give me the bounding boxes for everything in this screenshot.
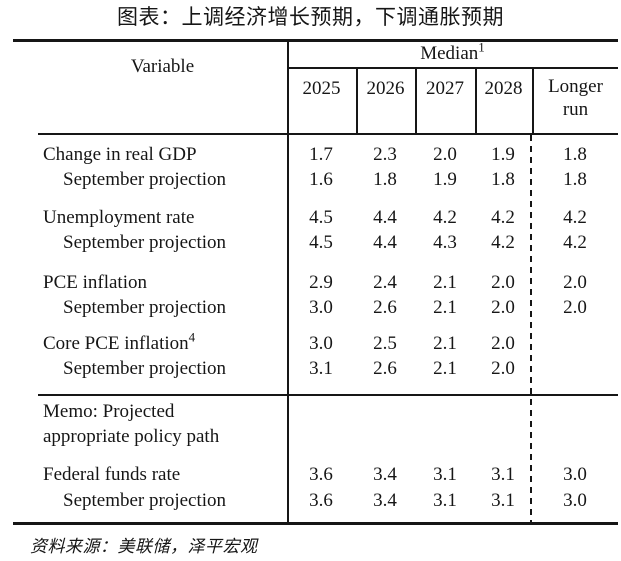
value-cell: 2.0 [563,297,587,318]
table-top-rule [13,39,618,42]
value-cell: 2.0 [491,272,515,293]
row-label: September projection [63,358,227,379]
value-cell: 4.2 [491,207,515,228]
row-label: Federal funds rate [43,464,181,485]
table-row: Federal funds rate 3.6 3.4 3.1 3.1 3.0 [0,464,621,486]
column-header-2026: 2026 [366,78,405,99]
value-cell: 1.8 [491,169,515,190]
value-cell: 1.7 [309,144,333,165]
value-cell: 4.4 [373,232,397,253]
value-cell: 3.6 [309,490,333,511]
value-cell: 3.0 [309,333,333,354]
value-cell: 3.6 [309,464,333,485]
table-bottom-rule [13,522,618,525]
value-cell: 1.8 [563,144,587,165]
value-cell: 3.0 [563,490,587,511]
memo-row-line1: Memo: Projected [0,401,621,423]
row-label: Core PCE inflation4 [43,329,196,354]
row-label: Change in real GDP [43,144,197,165]
value-cell: 4.2 [491,232,515,253]
year-divider-2028-longer [532,67,534,134]
table-row: Unemployment rate 4.5 4.4 4.2 4.2 4.2 [0,207,621,229]
value-cell: 3.1 [491,464,515,485]
table-row: September projection 3.6 3.4 3.1 3.1 3.0 [0,490,621,512]
value-cell: 1.6 [309,169,333,190]
longer-run-line1: Longer [548,76,603,97]
value-cell: 3.1 [491,490,515,511]
column-group-header-median: Median1 [287,39,618,65]
value-cell: 3.1 [433,490,457,511]
year-divider-2025-2026 [356,67,358,134]
core-pce-footnote-marker: 4 [188,329,196,345]
year-divider-2026-2027 [415,67,417,134]
value-cell: 2.4 [373,272,397,293]
table-row: Core PCE inflation4 3.0 2.5 2.1 2.0 [0,329,621,355]
value-cell: 3.0 [309,297,333,318]
value-cell: 2.1 [433,333,457,354]
row-label: September projection [63,169,227,190]
value-cell: 4.3 [433,232,457,253]
longer-run-dashed-divider [530,135,532,522]
value-cell: 2.1 [433,358,457,379]
value-cell: 4.5 [309,232,333,253]
value-cell: 2.0 [491,297,515,318]
table-row: September projection 3.1 2.6 2.1 2.0 [0,358,621,380]
row-label: PCE inflation [43,272,147,293]
column-header-2028: 2028 [484,78,523,99]
memo-section-rule [38,394,618,396]
variable-column-divider [287,42,289,522]
column-header-longer-run: Longer run [533,75,618,121]
memo-label: appropriate policy path [43,426,220,447]
median-footnote-marker: 1 [478,39,485,55]
value-cell: 2.1 [433,297,457,318]
row-label: September projection [63,490,227,511]
value-cell: 2.0 [563,272,587,293]
memo-row-line2: appropriate policy path [0,426,621,448]
value-cell: 3.4 [373,490,397,511]
median-label: Median [420,43,479,64]
value-cell: 3.4 [373,464,397,485]
value-cell: 2.0 [491,333,515,354]
column-header-2027: 2027 [426,78,464,99]
value-cell: 2.0 [491,358,515,379]
column-header-2025: 2025 [302,78,341,99]
value-cell: 2.0 [433,144,457,165]
value-cell: 2.9 [309,272,333,293]
value-cell: 2.6 [373,358,397,379]
table-row: PCE inflation 2.9 2.4 2.1 2.0 2.0 [0,272,621,294]
value-cell: 4.2 [563,232,587,253]
value-cell: 4.2 [433,207,457,228]
figure-title: 图表：上调经济增长预期，下调通胀预期 [117,5,504,29]
row-label: Unemployment rate [43,207,195,228]
row-label: September projection [63,232,227,253]
value-cell: 2.3 [373,144,397,165]
value-cell: 4.5 [309,207,333,228]
value-cell: 1.9 [433,169,457,190]
table-row: September projection 3.0 2.6 2.1 2.0 2.0 [0,297,621,319]
table-row: Change in real GDP 1.7 2.3 2.0 1.9 1.8 [0,144,621,166]
value-cell: 2.1 [433,272,457,293]
year-divider-2027-2028 [475,67,477,134]
longer-run-line2: run [562,99,589,120]
value-cell: 2.5 [373,333,397,354]
value-cell: 3.0 [563,464,587,485]
table-row: September projection 1.6 1.8 1.9 1.8 1.8 [0,169,621,191]
value-cell: 3.1 [433,464,457,485]
table-row: September projection 4.5 4.4 4.3 4.2 4.2 [0,232,621,254]
value-cell: 4.2 [563,207,587,228]
row-label: September projection [63,297,227,318]
value-cell: 1.8 [373,169,397,190]
value-cell: 1.8 [563,169,587,190]
memo-label: Memo: Projected [43,401,175,422]
value-cell: 1.9 [491,144,515,165]
value-cell: 2.6 [373,297,397,318]
column-header-variable: Variable [130,56,195,77]
header-bottom-rule [38,133,618,135]
value-cell: 4.4 [373,207,397,228]
source-note: 资料来源：美联储，泽平宏观 [30,537,258,556]
value-cell: 3.1 [309,358,333,379]
median-underline-rule [287,67,618,69]
